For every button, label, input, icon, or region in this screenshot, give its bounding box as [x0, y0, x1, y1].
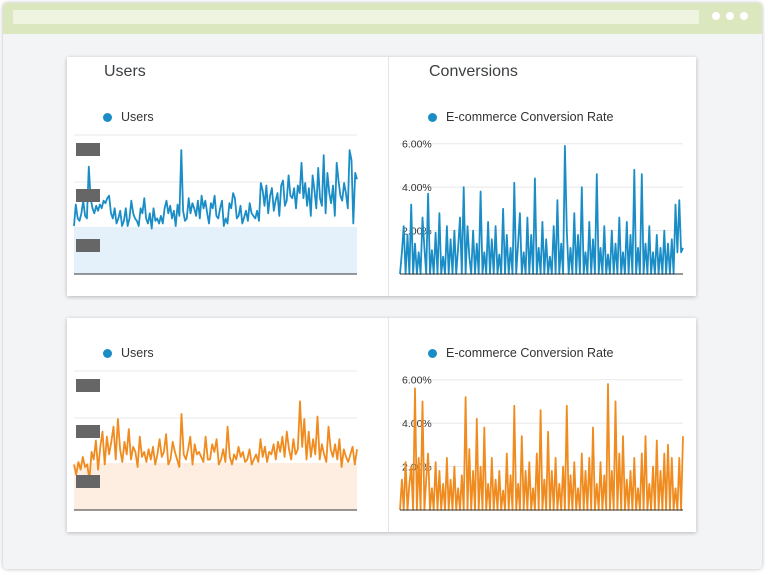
y-tick-label-box	[76, 379, 100, 392]
series-line-users	[73, 149, 358, 230]
dashboard-card-bottom: Users E-commerce Conversion Rate 2.00% 4.…	[67, 318, 696, 532]
panel-title-users: Users	[104, 63, 146, 80]
y-tick-label-box	[76, 239, 100, 252]
conversion-rate-chart[interactable]: 2.00%4.00%6.00%	[399, 371, 685, 511]
window-dot-icon[interactable]	[726, 12, 734, 20]
legend-users[interactable]: Users	[103, 110, 154, 124]
legend-conversion-rate[interactable]: E-commerce Conversion Rate	[428, 346, 613, 360]
legend-dot-icon	[103, 112, 112, 122]
conversion-rate-chart[interactable]: 2.00%4.00%6.00%	[399, 135, 685, 275]
legend-users[interactable]: Users	[103, 346, 154, 360]
window-dot-icon[interactable]	[712, 12, 720, 20]
series-line-users	[73, 400, 358, 481]
legend-label: E-commerce Conversion Rate	[446, 110, 614, 124]
address-bar[interactable]	[13, 10, 699, 24]
card-divider	[388, 57, 389, 296]
users-area-chart[interactable]	[73, 134, 359, 275]
legend-dot-icon	[428, 112, 437, 122]
legend-dot-icon	[428, 348, 437, 358]
y-tick-label: 4.00%	[402, 182, 432, 194]
legend-label: E-commerce Conversion Rate	[446, 346, 614, 360]
y-tick-label: 6.00%	[402, 375, 432, 387]
users-area-chart[interactable]	[73, 370, 359, 511]
y-tick-label-box	[76, 475, 100, 488]
legend-conversion-rate[interactable]: E-commerce Conversion Rate	[428, 110, 613, 124]
chart-area-fill	[74, 227, 357, 274]
series-line-conversion-rate	[399, 383, 684, 511]
y-tick-label-box	[76, 189, 100, 202]
legend-label: Users	[121, 346, 154, 360]
card-divider	[388, 318, 389, 532]
series-line-conversion-rate	[399, 145, 684, 275]
window-dot-icon[interactable]	[740, 12, 748, 20]
legend-dot-icon	[103, 348, 112, 358]
y-tick-label: 6.00%	[402, 139, 432, 151]
browser-titlebar	[3, 3, 762, 34]
legend-label: Users	[121, 110, 154, 124]
y-tick-label-box	[76, 425, 100, 438]
y-tick-label: 4.00%	[402, 418, 432, 430]
chart-area-fill	[74, 463, 357, 510]
y-tick-label-box	[76, 143, 100, 156]
panel-title-conversions: Conversions	[429, 63, 518, 80]
dashboard-card-top: Users Users Conversions E-commerce Conve…	[67, 57, 696, 296]
